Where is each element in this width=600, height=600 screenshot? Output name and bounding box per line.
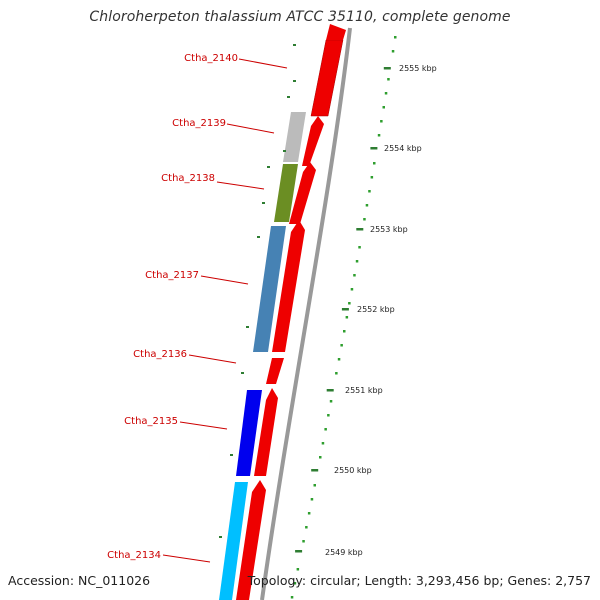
scale-minor-tick bbox=[384, 92, 388, 95]
accession-text: Accession: NC_011026 bbox=[8, 573, 151, 588]
scale-major-tick bbox=[356, 228, 364, 231]
forward-strand-genes bbox=[236, 24, 346, 600]
gene-label-ctha-2137[interactable]: Ctha_2137 bbox=[145, 270, 199, 281]
scale-minor-tick bbox=[319, 456, 322, 459]
scale-minor-tick bbox=[324, 428, 327, 431]
gene-label-ctha-2139[interactable]: Ctha_2139 bbox=[172, 118, 226, 129]
scale-minor-tick bbox=[363, 218, 366, 221]
scale-minor-tick bbox=[327, 414, 330, 417]
scale-label: 2553 kbp bbox=[370, 225, 408, 234]
scale-label: 2554 kbp bbox=[384, 144, 422, 153]
scale-labels: 2555 kbp 2554 kbp 2553 kbp 2552 kbp 2551… bbox=[325, 64, 437, 557]
scale-minor-tick bbox=[337, 358, 341, 361]
gene-ctha-2139-bar[interactable] bbox=[283, 112, 306, 162]
gene-ctha-2138-bar[interactable] bbox=[274, 164, 298, 222]
backbone-line bbox=[260, 27, 352, 600]
leader-line bbox=[162, 554, 211, 563]
scale-major-tick bbox=[295, 550, 303, 553]
gene-ctha-2137-bar[interactable] bbox=[253, 226, 286, 352]
scale-minor-tick bbox=[355, 260, 359, 263]
scale-minor-tick bbox=[321, 442, 325, 445]
leader-line bbox=[188, 354, 237, 364]
leader-line bbox=[216, 181, 265, 190]
gene-label-ctha-2136[interactable]: Ctha_2136 bbox=[133, 349, 187, 360]
scale-minor-tick bbox=[296, 568, 300, 571]
gene-ctha-2134-bar[interactable] bbox=[219, 482, 248, 600]
scale-minor-tick bbox=[382, 106, 385, 109]
scale-minor-tick bbox=[373, 162, 376, 165]
strand-gene-arrow[interactable] bbox=[302, 116, 324, 166]
scale-label: 2555 kbp bbox=[399, 64, 437, 73]
scale-major-tick bbox=[311, 469, 319, 472]
scale-minor-tick bbox=[302, 540, 305, 543]
scale-label: 2551 kbp bbox=[345, 386, 383, 395]
inner-tick-ring bbox=[219, 44, 296, 538]
scale-minor-tick bbox=[365, 204, 369, 207]
strand-gene-arrow[interactable] bbox=[236, 480, 266, 600]
scale-minor-tick bbox=[358, 246, 361, 249]
scale-minor-tick bbox=[305, 526, 308, 529]
scale-minor-tick bbox=[329, 400, 333, 403]
scale-major-tick bbox=[383, 67, 391, 70]
gene-label-ctha-2138[interactable]: Ctha_2138 bbox=[161, 173, 215, 184]
gene-label-ctha-2140[interactable]: Ctha_2140 bbox=[184, 53, 238, 64]
scale-label: 2552 kbp bbox=[357, 305, 395, 314]
strand-gene-arrow[interactable] bbox=[272, 220, 305, 352]
gene-labels: Ctha_2140 Ctha_2139 Ctha_2138 Ctha_2137 … bbox=[107, 53, 238, 561]
scale-minor-tick bbox=[387, 78, 390, 81]
scale-minor-tick bbox=[350, 288, 354, 291]
leader-line bbox=[226, 123, 275, 134]
scale-minor-tick bbox=[335, 372, 338, 375]
scale-major-tick bbox=[326, 389, 334, 392]
strand-gene-arrow[interactable] bbox=[326, 24, 346, 40]
leader-line bbox=[179, 421, 228, 430]
scale-minor-tick bbox=[307, 512, 311, 515]
leader-line bbox=[238, 58, 288, 69]
scale-minor-tick bbox=[310, 498, 314, 501]
map-title: Chloroherpeton thalassium ATCC 35110, co… bbox=[89, 9, 511, 25]
gene-label-ctha-2134[interactable]: Ctha_2134 bbox=[107, 550, 161, 561]
scale-minor-tick bbox=[370, 176, 374, 179]
scale-ring bbox=[290, 36, 397, 599]
topology-text: Topology: circular; Length: 3,293,456 bp… bbox=[247, 573, 591, 588]
scale-minor-tick bbox=[380, 120, 383, 123]
scale-minor-tick bbox=[394, 36, 397, 39]
label-leaders bbox=[162, 58, 288, 563]
scale-minor-tick bbox=[377, 134, 381, 137]
scale-minor-tick bbox=[340, 344, 343, 347]
gene-ctha-2135-bar[interactable] bbox=[236, 390, 262, 476]
gene-label-ctha-2135[interactable]: Ctha_2135 bbox=[124, 416, 178, 427]
scale-label: 2549 kbp bbox=[325, 548, 363, 557]
scale-minor-tick bbox=[313, 484, 316, 487]
scale-label: 2550 kbp bbox=[334, 466, 372, 475]
strand-gene-arrow[interactable] bbox=[254, 388, 278, 476]
scale-minor-tick bbox=[343, 330, 346, 333]
scale-minor-tick bbox=[368, 190, 371, 193]
scale-major-tick bbox=[370, 147, 378, 150]
scale-minor-tick bbox=[293, 582, 297, 585]
leader-line bbox=[200, 275, 249, 285]
scale-minor-tick bbox=[353, 274, 356, 277]
scale-minor-tick bbox=[348, 302, 351, 305]
strand-gene-arrow[interactable] bbox=[266, 358, 284, 384]
scale-minor-tick bbox=[391, 50, 395, 53]
scale-minor-tick bbox=[345, 316, 349, 319]
scale-major-tick bbox=[341, 308, 349, 311]
reverse-strand-genes bbox=[219, 112, 306, 600]
strand-gene-arrow[interactable] bbox=[289, 162, 316, 224]
scale-minor-tick bbox=[290, 596, 294, 599]
